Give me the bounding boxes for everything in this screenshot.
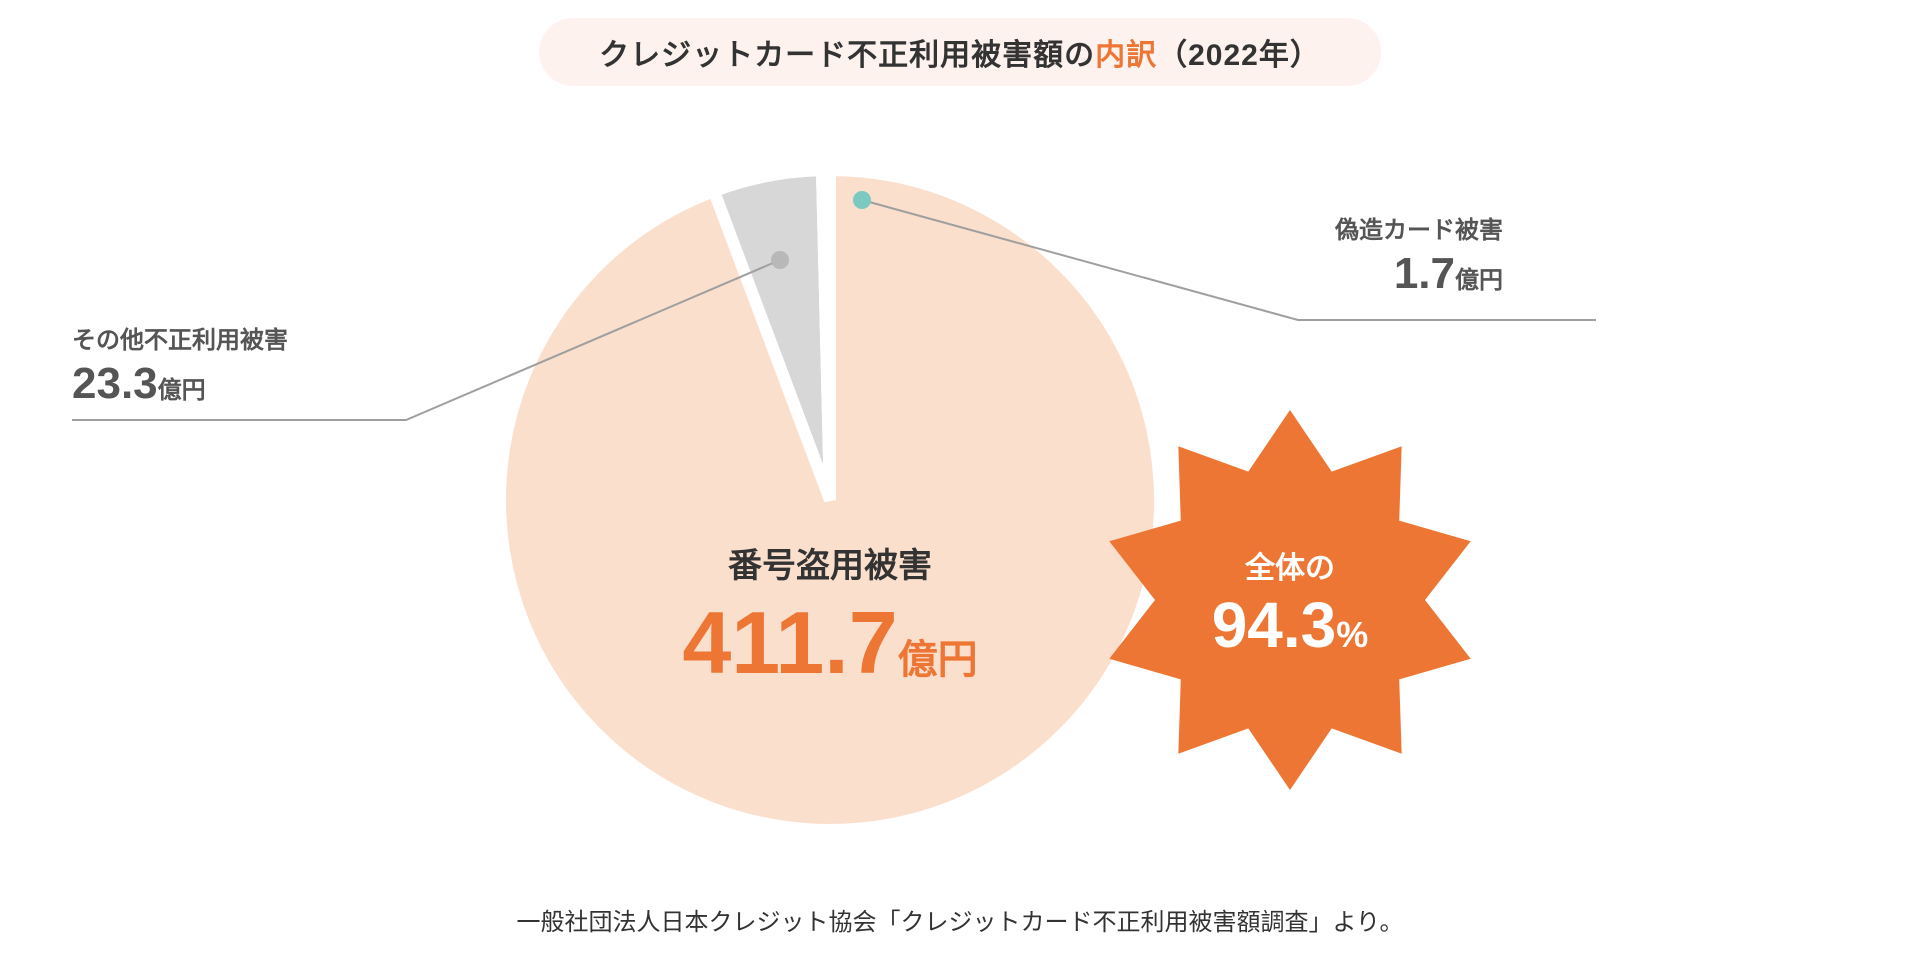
- callout-other-value: 23.3億円: [72, 359, 288, 409]
- main-slice-value: 411.7億円: [682, 599, 977, 687]
- burst-text: 全体の 94.3%: [1212, 543, 1369, 657]
- pie-slice: [500, 170, 1160, 830]
- source-citation: 一般社団法人日本クレジット協会「クレジットカード不正利用被害額調査」より。: [516, 902, 1403, 937]
- burst-line1: 全体の: [1212, 543, 1369, 587]
- callout-counterfeit: 偽造カード被害 1.7億円: [1335, 210, 1503, 299]
- callout-counterfeit-label: 偽造カード被害: [1335, 210, 1503, 245]
- callout-other: その他不正利用被害 23.3億円: [72, 320, 288, 409]
- main-slice-label: 番号盗用被害 411.7億円: [682, 538, 977, 687]
- leader-dot: [771, 251, 789, 269]
- callout-counterfeit-value: 1.7億円: [1335, 249, 1503, 299]
- callout-other-label: その他不正利用被害: [72, 320, 288, 355]
- leader-dot: [853, 191, 871, 209]
- chart-svg: [0, 0, 1920, 965]
- main-slice-name: 番号盗用被害: [682, 538, 977, 587]
- pie-chart: [500, 170, 1160, 830]
- burst-value: 94.3%: [1212, 593, 1369, 657]
- burst-badge: 全体の 94.3%: [1100, 410, 1480, 790]
